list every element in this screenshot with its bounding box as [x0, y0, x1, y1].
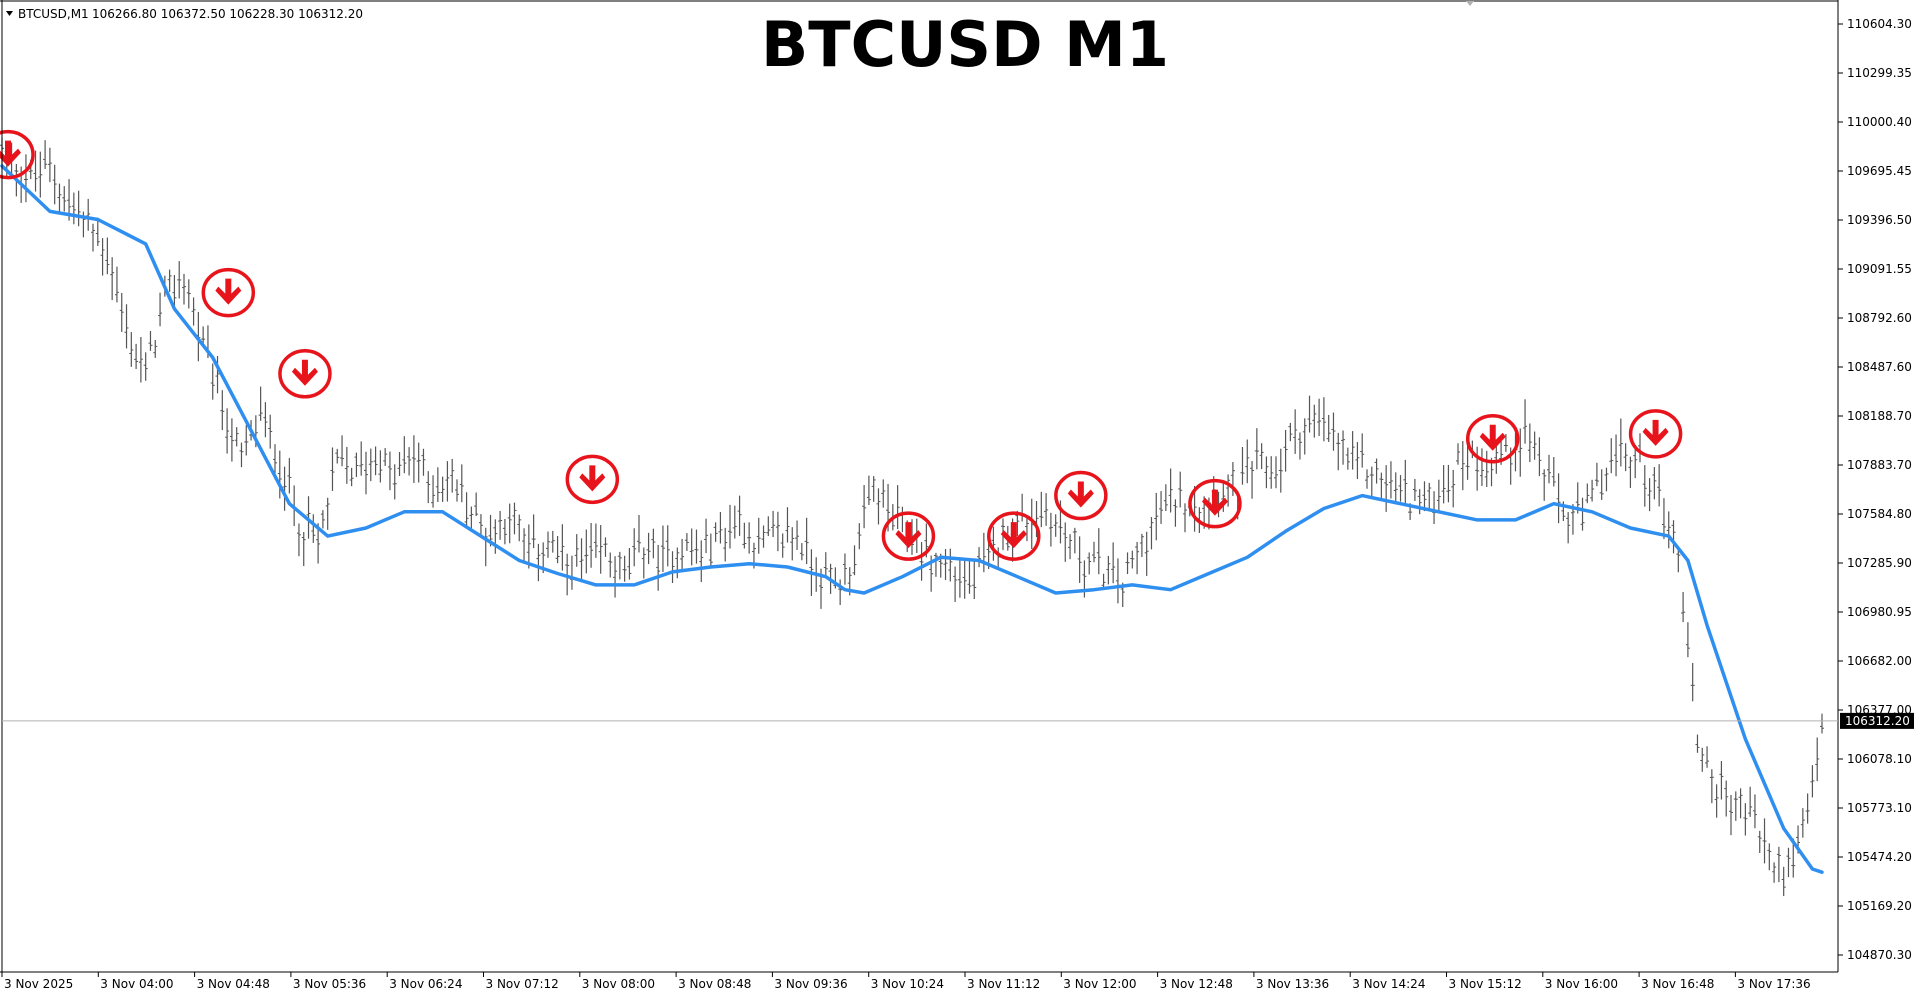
y-tick-label: 106980.95 — [1847, 605, 1912, 619]
y-tick-label: 107883.70 — [1847, 458, 1912, 472]
x-tick-label: 3 Nov 08:48 — [678, 977, 751, 991]
x-tick-label: 3 Nov 14:24 — [1352, 977, 1425, 991]
signal-circle — [881, 511, 936, 561]
sell-signal-marker — [1054, 470, 1108, 521]
y-tick-label: 105169.20 — [1847, 899, 1912, 913]
sell-signal-marker — [987, 511, 1041, 561]
signal-circle — [201, 267, 256, 318]
y-tick-label: 108487.60 — [1847, 360, 1912, 374]
x-tick-label: 3 Nov 10:24 — [871, 977, 944, 991]
x-tick-label: 3 Nov 06:24 — [389, 977, 462, 991]
x-tick-label: 3 Nov 17:36 — [1737, 977, 1810, 991]
x-tick-label: 3 Nov 05:36 — [293, 977, 366, 991]
down-arrow-icon — [895, 522, 922, 549]
down-arrow-icon — [1201, 489, 1228, 516]
sell-signal-marker — [278, 349, 332, 399]
y-tick-label: 109695.45 — [1847, 164, 1912, 178]
signal-circle — [0, 129, 35, 180]
sell-signal-marker — [201, 267, 256, 318]
x-tick-label: 3 Nov 04:00 — [100, 977, 173, 991]
down-arrow-icon — [1067, 481, 1094, 508]
signal-circle — [1188, 478, 1242, 529]
y-tick-label: 107584.80 — [1847, 507, 1912, 521]
y-tick-label: 107285.90 — [1847, 556, 1912, 570]
x-tick-label: 3 Nov 16:48 — [1641, 977, 1714, 991]
x-tick-label: 3 Nov 09:36 — [774, 977, 847, 991]
signal-circle — [1054, 470, 1108, 521]
sell-signal-marker — [1465, 413, 1520, 464]
y-tick-label: 105773.10 — [1847, 801, 1912, 815]
signal-circle — [987, 511, 1041, 561]
down-arrow-icon — [291, 359, 318, 386]
x-tick-label: 3 Nov 07:12 — [486, 977, 559, 991]
ohlc-readout: 106266.80 106372.50 106228.30 106312.20 — [92, 7, 363, 21]
y-tick-label: 110000.40 — [1847, 115, 1912, 129]
x-tick-label: 3 Nov 11:12 — [967, 977, 1040, 991]
signal-circle — [1465, 413, 1520, 464]
x-tick-label: 3 Nov 2025 — [4, 977, 73, 991]
y-tick-label: 106078.10 — [1847, 752, 1912, 766]
down-arrow-icon — [1642, 419, 1669, 446]
x-tick-label: 3 Nov 13:36 — [1256, 977, 1329, 991]
y-tick-label: 108792.60 — [1847, 311, 1912, 325]
current-price-tag — [1840, 712, 1914, 729]
ma-line — [0, 164, 1824, 874]
down-arrow-icon — [579, 465, 606, 492]
down-arrow-icon — [215, 278, 242, 305]
chart-title: BTCUSD M1 — [761, 8, 1169, 81]
y-tick-label: 106682.00 — [1847, 654, 1912, 668]
x-tick-label: 3 Nov 04:48 — [197, 977, 270, 991]
chart-shift-marker[interactable] — [1466, 1, 1474, 6]
sell-signal-marker — [0, 129, 35, 180]
sell-signal-marker — [1628, 409, 1683, 459]
x-tick-label: 3 Nov 08:00 — [582, 977, 655, 991]
x-tick-label: 3 Nov 16:00 — [1545, 977, 1618, 991]
y-tick-label: 109396.50 — [1847, 213, 1912, 227]
moving-average — [0, 164, 1824, 874]
sell-signal-marker — [1188, 478, 1242, 529]
y-tick-label: 108188.70 — [1847, 409, 1912, 423]
signal-circle — [1628, 409, 1683, 459]
signal-circle — [565, 454, 620, 505]
x-tick-label: 3 Nov 12:48 — [1160, 977, 1233, 991]
x-tick-label: 3 Nov 15:12 — [1449, 977, 1522, 991]
symbol-dropdown-icon[interactable] — [6, 11, 13, 16]
y-tick-label: 110299.35 — [1847, 66, 1912, 80]
y-tick-label: 105474.20 — [1847, 850, 1912, 864]
y-tick-label: 109091.55 — [1847, 262, 1912, 276]
symbol-label: BTCUSD,M1 — [18, 7, 89, 21]
current-price-label: 106312.20 — [1845, 714, 1910, 728]
sell-signals — [0, 129, 1683, 561]
down-arrow-icon — [1479, 424, 1506, 451]
signal-circle — [278, 349, 332, 399]
down-arrow-icon — [0, 140, 21, 167]
y-tick-label: 110604.30 — [1847, 17, 1912, 31]
down-arrow-icon — [1000, 522, 1027, 549]
sell-signal-marker — [881, 511, 936, 561]
sell-signal-marker — [565, 454, 620, 505]
y-tick-label: 104870.30 — [1847, 948, 1912, 962]
x-tick-label: 3 Nov 12:00 — [1063, 977, 1136, 991]
